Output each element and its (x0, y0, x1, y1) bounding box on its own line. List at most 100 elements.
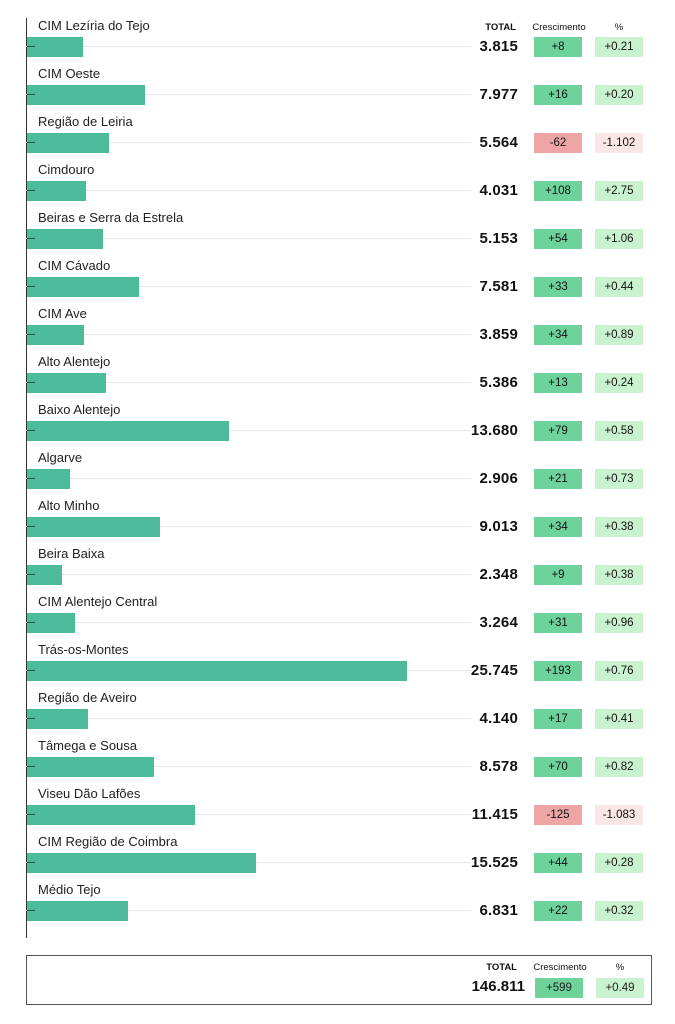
regional-bar-chart: TOTAL Crescimento % CIM Lezíria do Tejo 3… (0, 18, 675, 938)
pct-badge: +0.38 (595, 517, 643, 537)
chart-row: Beiras e Serra da Estrela 5.153 +54 +1.06 (0, 210, 675, 258)
bar-tick (27, 286, 35, 287)
row-gridline (26, 334, 471, 335)
chart-row: Alto Minho 9.013 +34 +0.38 (0, 498, 675, 546)
value-label: 3.859 (479, 326, 518, 343)
category-label: CIM Oeste (38, 66, 101, 81)
chart-row: Beira Baixa 2.348 +9 +0.38 (0, 546, 675, 594)
summary-header-total: TOTAL (486, 962, 517, 973)
chart-row: Tâmega e Sousa 8.578 +70 +0.82 (0, 738, 675, 786)
pct-badge: +0.28 (595, 853, 643, 873)
chart-row: Médio Tejo 6.831 +22 +0.32 (0, 882, 675, 930)
category-label: Região de Leiria (38, 114, 133, 129)
category-label: CIM Cávado (38, 258, 111, 273)
value-label: 9.013 (479, 518, 518, 535)
bar-tick (27, 430, 35, 431)
bar (27, 661, 407, 681)
category-label: CIM Alentejo Central (38, 594, 158, 609)
chart-row: CIM Alentejo Central 3.264 +31 +0.96 (0, 594, 675, 642)
growth-badge: +17 (534, 709, 582, 729)
growth-badge: +8 (534, 37, 582, 57)
growth-badge: +33 (534, 277, 582, 297)
pct-badge: +0.82 (595, 757, 643, 777)
value-label: 7.581 (479, 278, 518, 295)
chart-row: Região de Leiria 5.564 -62 -1.102 (0, 114, 675, 162)
pct-badge: -1.083 (595, 805, 643, 825)
pct-badge: +0.76 (595, 661, 643, 681)
summary-total-value: 146.811 (471, 978, 525, 995)
category-label: Alto Alentejo (38, 354, 111, 369)
pct-badge: +2.75 (595, 181, 643, 201)
pct-badge: +0.96 (595, 613, 643, 633)
category-label: CIM Lezíria do Tejo (38, 18, 150, 33)
summary-growth-badge: +599 (535, 978, 583, 998)
chart-row: Algarve 2.906 +21 +0.73 (0, 450, 675, 498)
value-label: 8.578 (479, 758, 518, 775)
row-gridline (26, 526, 471, 527)
chart-row: Viseu Dão Lafões 11.415 -125 -1.083 (0, 786, 675, 834)
category-label: Cimdouro (38, 162, 95, 177)
row-gridline (26, 718, 471, 719)
row-gridline (26, 286, 471, 287)
row-gridline (26, 142, 471, 143)
bar-tick (27, 46, 35, 47)
growth-badge: +34 (534, 517, 582, 537)
growth-badge: +16 (534, 85, 582, 105)
pct-badge: +0.73 (595, 469, 643, 489)
bar-tick (27, 142, 35, 143)
chart-row: Trás-os-Montes 25.745 +193 +0.76 (0, 642, 675, 690)
value-label: 7.977 (479, 86, 518, 103)
bar (27, 37, 84, 57)
bar (27, 901, 128, 921)
bar-tick (27, 670, 35, 671)
row-gridline (26, 622, 471, 623)
category-label: Alto Minho (38, 498, 100, 513)
chart-row: CIM Região de Coimbra 15.525 +44 +0.28 (0, 834, 675, 882)
bar (27, 565, 62, 585)
growth-badge: +79 (534, 421, 582, 441)
growth-badge: +193 (534, 661, 582, 681)
growth-badge: +13 (534, 373, 582, 393)
category-label: Beira Baixa (38, 546, 105, 561)
summary-header-pct: % (615, 962, 625, 973)
bar-tick (27, 526, 35, 527)
summary-box: TOTAL Crescimento % 146.811 +599 +0.49 (26, 955, 652, 1005)
bar-tick (27, 574, 35, 575)
pct-badge: +0.38 (595, 565, 643, 585)
value-label: 15.525 (470, 854, 518, 871)
growth-badge: +34 (534, 325, 582, 345)
row-gridline (26, 46, 471, 47)
bar (27, 853, 257, 873)
bar (27, 757, 154, 777)
category-label: Algarve (38, 450, 83, 465)
row-gridline (26, 766, 471, 767)
pct-badge: +1.06 (595, 229, 643, 249)
bar-tick (27, 190, 35, 191)
bar (27, 373, 107, 393)
row-gridline (26, 94, 471, 95)
category-label: Trás-os-Montes (38, 642, 129, 657)
chart-row: CIM Ave 3.859 +34 +0.89 (0, 306, 675, 354)
category-label: Médio Tejo (38, 882, 101, 897)
column-header-growth: Crescimento (532, 22, 586, 33)
bar-tick (27, 334, 35, 335)
category-label: Tâmega e Sousa (38, 738, 138, 753)
pct-badge: +0.32 (595, 901, 643, 921)
value-label: 4.031 (479, 182, 518, 199)
bar (27, 517, 161, 537)
bar (27, 229, 104, 249)
bar-tick (27, 382, 35, 383)
bar (27, 85, 145, 105)
value-label: 5.153 (479, 230, 518, 247)
bar (27, 181, 87, 201)
column-header-total: TOTAL (485, 22, 516, 33)
value-label: 5.386 (479, 374, 518, 391)
pct-badge: +0.89 (595, 325, 643, 345)
value-label: 13.680 (470, 422, 518, 439)
bar-tick (27, 814, 35, 815)
chart-row: Baixo Alentejo 13.680 +79 +0.58 (0, 402, 675, 450)
row-gridline (26, 814, 471, 815)
growth-badge: +9 (534, 565, 582, 585)
bar-tick (27, 94, 35, 95)
category-label: CIM Região de Coimbra (38, 834, 178, 849)
